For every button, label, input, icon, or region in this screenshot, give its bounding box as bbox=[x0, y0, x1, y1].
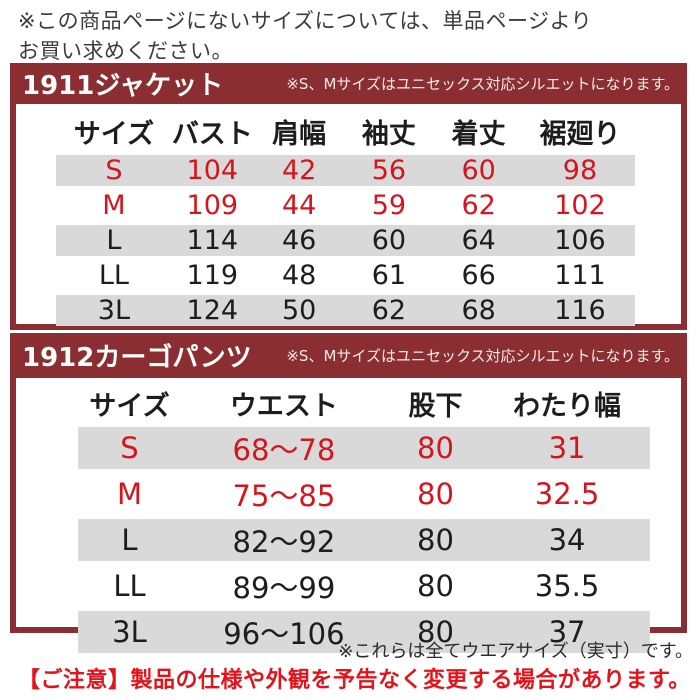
footer-note: ※これらは全てウエアサイズ（実寸）です。 bbox=[338, 641, 693, 662]
size-cell: 114 bbox=[171, 225, 253, 256]
size-cell: 96〜106 bbox=[180, 611, 387, 653]
top-note-line1: ※この商品ページにないサイズについては、単品ページより bbox=[18, 9, 593, 33]
cargo-pants-section-note: ※S、Mサイズはユニセックス対応シルエットになります。 bbox=[286, 347, 679, 365]
size-cell: 42 bbox=[252, 155, 346, 186]
size-row-L: L 114 46 60 64 106 bbox=[56, 225, 635, 256]
size-row-3L: 3L 124 50 62 68 116 bbox=[56, 295, 635, 326]
size-cell: 48 bbox=[281, 260, 317, 291]
size-cell: 124 bbox=[171, 295, 253, 326]
size-row-S: S 68〜78 80 31 bbox=[78, 427, 650, 469]
size-cell: 62 bbox=[345, 295, 433, 326]
jacket-section-title: 1911ジャケット bbox=[22, 71, 224, 101]
size-cell: 68 bbox=[432, 295, 525, 326]
cargo-pants-section-title: 1912カーゴパンツ bbox=[22, 343, 252, 373]
size-cell: 3L bbox=[56, 295, 172, 326]
size-cell: 80 bbox=[417, 477, 454, 511]
top-note-line2: お買い求めください。 bbox=[18, 39, 233, 63]
size-cell: 116 bbox=[524, 295, 635, 326]
size-cell: 119 bbox=[186, 260, 239, 291]
column-header: 着丈 bbox=[451, 119, 506, 150]
size-cell: 60 bbox=[345, 225, 433, 256]
size-cell: L bbox=[56, 225, 172, 256]
size-cell: M bbox=[102, 190, 126, 221]
size-cell: 80 bbox=[386, 611, 485, 653]
size-cell: 80 bbox=[386, 427, 485, 469]
size-cell: 61 bbox=[371, 260, 407, 291]
column-header: 肩幅 bbox=[272, 119, 327, 150]
size-cell: 68〜78 bbox=[180, 427, 387, 469]
size-row-M: M 75〜85 80 32.5 bbox=[78, 473, 650, 515]
size-cell: 111 bbox=[554, 260, 606, 291]
column-header: 股下 bbox=[408, 391, 463, 422]
size-cell: 37 bbox=[484, 611, 650, 653]
cargo-pants-size-table-box: サイズ ウエスト 股下 わたり幅 S 68〜78 80 31 M 75〜85 80 32.5 L 82〜9… bbox=[10, 378, 687, 653]
size-cell: 80 bbox=[386, 519, 485, 561]
cargo-pants-section-header-bar: 1912カーゴパンツ ※S、Mサイズはユニセックス対応シルエットになります。 bbox=[10, 333, 687, 378]
size-cell: 82〜92 bbox=[180, 519, 387, 561]
size-cell: 50 bbox=[252, 295, 346, 326]
size-cell: 89〜99 bbox=[232, 571, 336, 605]
size-table-header-row: サイズ ウエスト 股下 わたり幅 bbox=[78, 384, 650, 423]
size-row-L: L 82〜92 80 34 bbox=[78, 519, 650, 561]
size-row-M: M 109 44 59 62 102 bbox=[56, 190, 635, 221]
size-cell: 3L bbox=[78, 611, 181, 653]
size-cell: LL bbox=[113, 569, 146, 603]
size-cell: 75〜85 bbox=[232, 479, 336, 513]
jacket-size-table: サイズ バスト 肩幅 袖丈 着丈 裾廻り S 104 42 56 60 98 M 109 44 59 62 102… bbox=[56, 108, 635, 330]
size-cell: 35.5 bbox=[534, 569, 600, 603]
size-cell: 104 bbox=[171, 155, 253, 186]
size-cell: M bbox=[116, 477, 142, 511]
cargo-pants-size-section: 1912カーゴパンツ ※S、Mサイズはユニセックス対応シルエットになります。 サ… bbox=[10, 333, 687, 653]
column-header: 袖丈 bbox=[361, 119, 416, 150]
size-row-LL: LL 89〜99 80 35.5 bbox=[78, 565, 650, 607]
size-cell: 106 bbox=[524, 225, 635, 256]
size-cell: 66 bbox=[461, 260, 496, 291]
size-cell: 64 bbox=[432, 225, 525, 256]
size-cell: 44 bbox=[281, 190, 317, 221]
size-cell: 62 bbox=[461, 190, 496, 221]
size-cell: S bbox=[78, 427, 181, 469]
column-header: 裾廻り bbox=[539, 119, 621, 150]
size-row-3L: 3L 96〜106 80 37 bbox=[78, 611, 650, 653]
column-header: サイズ bbox=[89, 391, 170, 422]
size-cell: 98 bbox=[524, 155, 635, 186]
size-cell: 80 bbox=[417, 569, 454, 603]
cargo-pants-size-table: サイズ ウエスト 股下 わたり幅 S 68〜78 80 31 M 75〜85 80 32.5 L 82〜9… bbox=[78, 380, 650, 657]
size-cell: S bbox=[56, 155, 172, 186]
size-cell: 102 bbox=[554, 190, 606, 221]
caution-note: 【ご注意】製品の仕様や外観を予告なく変更する場合があります。 bbox=[18, 668, 691, 693]
column-header: わたり幅 bbox=[513, 391, 622, 422]
column-header: サイズ bbox=[73, 119, 154, 150]
size-cell: 31 bbox=[484, 427, 650, 469]
jacket-section-note: ※S、Mサイズはユニセックス対応シルエットになります。 bbox=[286, 75, 679, 93]
size-cell: 109 bbox=[186, 190, 239, 221]
column-header: ウエスト bbox=[229, 391, 338, 422]
size-cell: L bbox=[78, 519, 181, 561]
size-row-LL: LL 119 48 61 66 111 bbox=[56, 260, 635, 291]
size-cell: 59 bbox=[371, 190, 407, 221]
jacket-size-table-box: サイズ バスト 肩幅 袖丈 着丈 裾廻り S 104 42 56 60 98 M 109 44 59 62 102… bbox=[10, 104, 687, 330]
size-cell: 32.5 bbox=[534, 477, 600, 511]
jacket-section-header-bar: 1911ジャケット ※S、Mサイズはユニセックス対応シルエットになります。 bbox=[10, 63, 687, 104]
size-cell: 60 bbox=[432, 155, 525, 186]
size-table-header-row: サイズ バスト 肩幅 袖丈 着丈 裾廻り bbox=[56, 112, 635, 151]
jacket-size-section: 1911ジャケット ※S、Mサイズはユニセックス対応シルエットになります。 サイ… bbox=[10, 63, 687, 330]
size-cell: LL bbox=[98, 260, 129, 291]
size-cell: 56 bbox=[345, 155, 433, 186]
size-row-S: S 104 42 56 60 98 bbox=[56, 155, 635, 186]
column-header: バスト bbox=[171, 119, 253, 150]
size-cell: 46 bbox=[252, 225, 346, 256]
size-cell: 34 bbox=[484, 519, 650, 561]
top-note: ※この商品ページにないサイズについては、単品ページより お買い求めください。 bbox=[18, 6, 592, 66]
